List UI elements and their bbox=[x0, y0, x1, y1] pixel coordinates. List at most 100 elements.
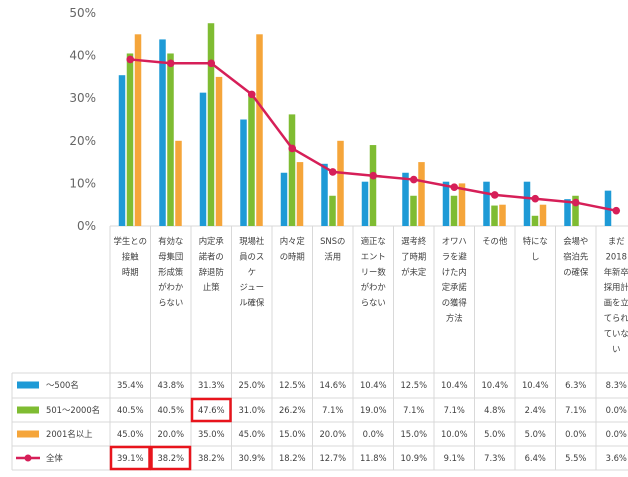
total-line-point bbox=[571, 198, 580, 207]
table-cell: 2.4% bbox=[525, 405, 546, 415]
table-cell: 45.0% bbox=[117, 429, 144, 439]
category-label: 内定承諾者の辞退防止策 bbox=[199, 236, 225, 292]
category-label-line: まだ bbox=[608, 236, 625, 246]
bar bbox=[458, 183, 466, 226]
category-label-line: ル確保 bbox=[239, 298, 265, 308]
bar bbox=[329, 195, 336, 226]
category-label-line: がわか bbox=[361, 282, 387, 292]
category-label-line: ジュー bbox=[239, 282, 264, 292]
bar bbox=[280, 172, 288, 226]
table-cell: 31.0% bbox=[238, 405, 265, 415]
table-cell: 8.3% bbox=[606, 380, 627, 390]
bar bbox=[369, 145, 377, 226]
category-label: 選考終了時期が未定 bbox=[401, 236, 427, 277]
category-label-line: 学生との bbox=[114, 236, 147, 246]
category-label-line: 現場社 bbox=[239, 236, 265, 246]
category-label-line: 画を立 bbox=[604, 298, 628, 308]
category-label-line: の獲得 bbox=[442, 298, 467, 308]
table-cell: 0.0% bbox=[606, 429, 627, 439]
table-cell: 9.1% bbox=[444, 453, 465, 463]
table-cell: 10.4% bbox=[481, 380, 508, 390]
bar bbox=[450, 195, 458, 226]
legend-label: 全体 bbox=[46, 453, 63, 463]
highlight-box bbox=[109, 445, 151, 471]
bar bbox=[248, 93, 255, 226]
table-cell: 38.2% bbox=[157, 453, 184, 463]
category-label-line: 年新卒 bbox=[604, 267, 628, 277]
category-label-line: エント bbox=[361, 251, 386, 261]
category-label: 適正なエントリー数がわからない bbox=[361, 236, 387, 308]
table-cell: 10.9% bbox=[400, 453, 427, 463]
legend-key bbox=[17, 430, 39, 438]
table-cell: 38.2% bbox=[198, 453, 225, 463]
bar bbox=[483, 181, 490, 226]
category-label-line: 会場や bbox=[563, 236, 588, 246]
category-label-line: てられ bbox=[604, 313, 628, 323]
category-label-line: けた内 bbox=[442, 267, 467, 277]
category-label-line: 方法 bbox=[446, 313, 463, 323]
table-cell: 10.4% bbox=[360, 380, 387, 390]
bar bbox=[199, 92, 207, 226]
table-cell: 25.0% bbox=[238, 380, 265, 390]
category-label: 現場社員のスケジュール確保 bbox=[239, 236, 265, 308]
y-tick-label: 50% bbox=[69, 6, 96, 20]
y-tick-label: 30% bbox=[69, 91, 96, 105]
table-cell: 15.0% bbox=[279, 429, 306, 439]
bar bbox=[296, 162, 304, 226]
table-cell: 0.0% bbox=[363, 429, 384, 439]
bar bbox=[134, 34, 142, 226]
table-cell: 40.5% bbox=[157, 405, 184, 415]
category-label-line: がわか bbox=[158, 282, 184, 292]
table-cell: 7.1% bbox=[565, 405, 586, 415]
total-line-point bbox=[450, 183, 459, 192]
table-cell: 10.0% bbox=[441, 429, 468, 439]
total-line-point bbox=[247, 90, 256, 99]
bar bbox=[539, 204, 547, 226]
category-label-line: オワハ bbox=[442, 236, 467, 246]
table-cell: 31.3% bbox=[198, 380, 225, 390]
category-label: オワハラを避けた内定承諾の獲得方法 bbox=[442, 236, 468, 323]
category-label-line: 員のス bbox=[239, 251, 264, 261]
category-label-line: リー数 bbox=[361, 267, 387, 277]
legend-label: 501～2000名 bbox=[46, 405, 100, 415]
table-cell: 40.5% bbox=[117, 405, 144, 415]
category-label-line: 止策 bbox=[203, 282, 220, 292]
bar bbox=[337, 140, 344, 226]
category-label-line: の時期 bbox=[280, 251, 305, 261]
category-label: まだ 2018 年新卒採用計画を立てられていない bbox=[604, 236, 628, 354]
bar bbox=[321, 163, 328, 226]
bar bbox=[126, 53, 134, 226]
table-cell: 45.0% bbox=[238, 429, 265, 439]
table-cell: 30.9% bbox=[238, 453, 265, 463]
category-label-line: 2018 bbox=[606, 251, 627, 261]
total-line-point bbox=[207, 59, 216, 68]
category-label-line: 母集団 bbox=[158, 251, 183, 261]
category-label-line: 適正な bbox=[361, 236, 386, 246]
bar bbox=[531, 215, 539, 226]
total-line-point bbox=[288, 144, 297, 153]
category-label: 特になし bbox=[523, 236, 548, 261]
table-cell: 12.5% bbox=[400, 380, 427, 390]
y-tick-label: 40% bbox=[69, 49, 96, 63]
bar bbox=[499, 204, 506, 226]
bar bbox=[256, 34, 263, 226]
category-label-line: らない bbox=[361, 298, 386, 308]
table-cell: 7.3% bbox=[484, 453, 505, 463]
bar bbox=[215, 76, 223, 227]
category-label-line: 内々定 bbox=[280, 236, 306, 246]
legend-label: ～500名 bbox=[46, 380, 79, 390]
table-cell: 7.1% bbox=[444, 405, 465, 415]
category-label-line: 活用 bbox=[324, 251, 341, 261]
table-cell: 6.4% bbox=[525, 453, 546, 463]
table-cell: 6.3% bbox=[565, 380, 586, 390]
category-label-line: 宿泊先 bbox=[563, 251, 588, 261]
total-line-point bbox=[531, 194, 540, 203]
total-line-point bbox=[409, 175, 418, 184]
table-cell: 5.0% bbox=[484, 429, 505, 439]
bar bbox=[572, 195, 579, 226]
table-cell: 15.0% bbox=[400, 429, 427, 439]
category-label: 内々定の時期 bbox=[280, 236, 306, 261]
table-cell: 12.7% bbox=[319, 453, 346, 463]
category-label-line: ラを避 bbox=[442, 251, 468, 261]
table-cell: 11.8% bbox=[360, 453, 387, 463]
